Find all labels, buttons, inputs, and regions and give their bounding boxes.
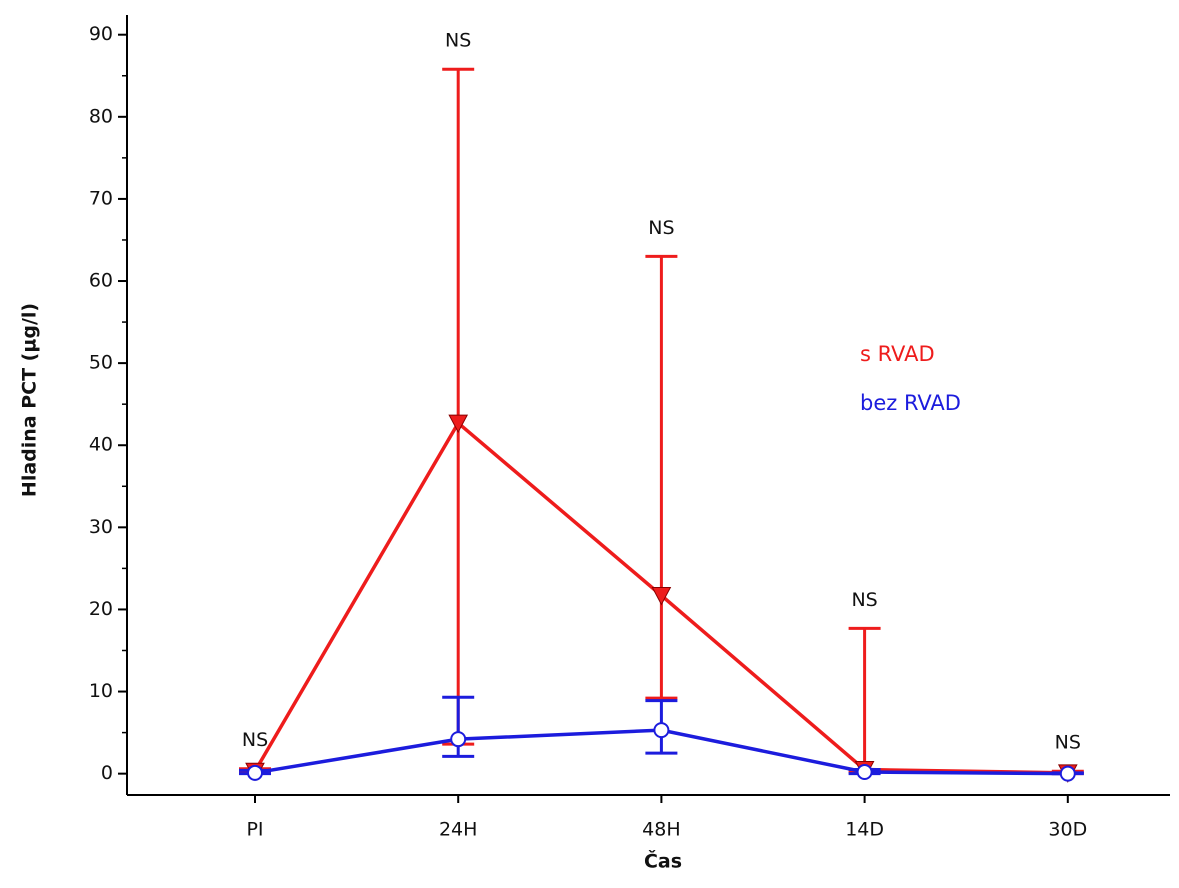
- marker: [856, 764, 873, 781]
- y-tick-label: 70: [89, 187, 113, 209]
- marker: [448, 414, 469, 434]
- y-tick-label: 20: [89, 598, 113, 620]
- x-tick-label: PI: [246, 819, 263, 841]
- marker: [247, 764, 263, 781]
- y-tick-label: 40: [89, 434, 113, 456]
- y-tick-label: 60: [89, 270, 113, 292]
- y-tick-label: 0: [101, 762, 113, 784]
- x-tick-label: 24H: [439, 819, 477, 841]
- y-tick-label: 50: [89, 352, 113, 374]
- legend-label: bez RVAD: [860, 391, 961, 415]
- annotation: NS: [445, 30, 471, 52]
- annotation: NS: [648, 217, 674, 239]
- annotation: NS: [242, 729, 268, 751]
- annotation: NS: [851, 589, 877, 611]
- y-tick-label: 30: [89, 516, 113, 538]
- x-tick-label: 30D: [1048, 819, 1087, 841]
- marker: [450, 731, 467, 748]
- legend-label: s RVAD: [860, 342, 935, 366]
- y-tick-label: 80: [89, 105, 113, 127]
- marker: [651, 586, 672, 606]
- x-tick-label: 14D: [845, 819, 884, 841]
- y-tick-label: 90: [89, 23, 113, 45]
- marker: [1059, 765, 1076, 782]
- y-axis-title: Hladina PCT (µg/l): [19, 303, 41, 497]
- y-tick-label: 10: [89, 680, 113, 702]
- annotation: NS: [1055, 732, 1081, 754]
- marker: [653, 722, 670, 739]
- x-axis-title: Čas: [644, 849, 682, 873]
- x-tick-label: 48H: [642, 819, 680, 841]
